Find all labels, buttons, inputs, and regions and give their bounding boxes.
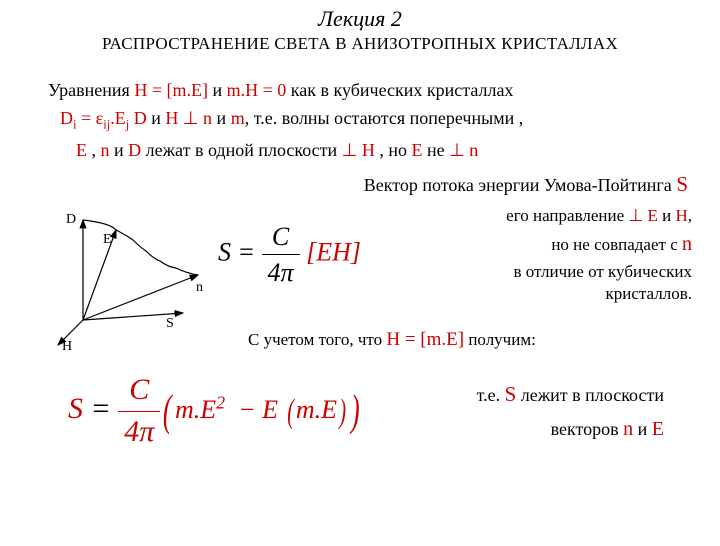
final-text: т.е. S лежит в плоскости векторов n и E: [363, 381, 692, 442]
v: H: [165, 108, 178, 128]
br: [: [306, 237, 316, 266]
t: Уравнения: [48, 80, 134, 100]
lecture-subtitle: РАСПРОСТРАНЕНИЕ СВЕТА В АНИЗОТРОПНЫХ КРИ…: [0, 34, 720, 54]
lbl-E: E: [103, 232, 112, 247]
eq: m.H = 0: [227, 80, 287, 100]
v: S: [676, 172, 688, 196]
body-content: Уравнения H = [m.E] и m.H = 0 как в куби…: [48, 78, 692, 452]
v: ⊥ n: [449, 140, 478, 160]
t: ,: [87, 140, 101, 160]
v: D: [128, 140, 141, 160]
t: векторов: [551, 419, 624, 439]
v: D: [134, 108, 147, 128]
lbl-S: S: [166, 316, 174, 331]
num: C: [262, 219, 300, 255]
lecture-title: Лекция 2: [0, 6, 720, 32]
t: Вектор потока энергии Умова-Пойтинга: [364, 175, 677, 195]
vector-diagram: D E n S H: [48, 205, 218, 355]
v: ⊥ H: [342, 140, 375, 160]
eqs: =: [231, 237, 262, 266]
t: , но: [375, 140, 412, 160]
t: получим:: [464, 330, 536, 349]
t: не: [423, 140, 450, 160]
poynting-line: Вектор потока энергии Умова-Пойтинга S: [48, 170, 692, 198]
t: ,: [688, 206, 692, 225]
line-1: Уравнения H = [m.E] и m.H = 0 как в куби…: [48, 78, 692, 102]
t: , т.е. волны остаются поперечными ,: [245, 108, 524, 128]
lbl-n: n: [196, 280, 203, 295]
t: и: [110, 140, 129, 160]
eq: H = [m.E]: [134, 80, 208, 100]
t: и: [147, 108, 166, 128]
num: C: [118, 370, 160, 412]
br: ]: [351, 237, 361, 266]
line-2: Di = εij.Ej D и H ⊥ n и m, т.е. волны ос…: [48, 106, 692, 134]
t: его направление: [506, 206, 628, 225]
eqs: =: [83, 392, 118, 425]
eq: Di = εij.Ej: [60, 108, 129, 128]
EH: EH: [316, 237, 351, 266]
v: n: [623, 418, 633, 440]
v: n: [101, 140, 110, 160]
lbl-H: H: [62, 339, 72, 354]
v: S: [505, 382, 517, 406]
t: т.е.: [477, 385, 505, 405]
t: в отличие от кубических кристаллов.: [428, 261, 692, 305]
v: H: [675, 206, 687, 225]
t: С учетом того, что: [248, 330, 386, 349]
eq: H = [m.E]: [386, 329, 464, 350]
v: ⊥ n: [183, 108, 212, 128]
t: лежит в плоскости: [516, 385, 664, 405]
S: S: [68, 392, 83, 425]
v: E: [76, 140, 87, 160]
t: как в кубических кристаллах: [286, 80, 513, 100]
v: m: [231, 108, 245, 128]
v: n: [682, 233, 692, 255]
v: ⊥ E: [628, 206, 657, 225]
t: и: [633, 419, 652, 439]
den: 4π: [262, 255, 300, 290]
equation-2-row: S = C4π(m.E2 − E (m.E)) т.е. S лежит в п…: [48, 370, 692, 452]
equation-2: S = C4π(m.E2 − E (m.E)): [68, 370, 363, 452]
diagram-svg: D E n S H: [48, 205, 218, 355]
t: и: [208, 80, 227, 100]
den: 4π: [118, 412, 160, 453]
t: и: [658, 206, 676, 225]
v: E: [412, 140, 423, 160]
S: S: [218, 237, 231, 266]
v: E: [652, 418, 664, 440]
t: но не совпадает с: [551, 235, 682, 254]
t: лежат в одной плоскости: [141, 140, 342, 160]
line-3: E , n и D лежат в одной плоскости ⊥ H , …: [48, 138, 692, 162]
t: и: [212, 108, 231, 128]
lbl-D: D: [66, 212, 76, 227]
